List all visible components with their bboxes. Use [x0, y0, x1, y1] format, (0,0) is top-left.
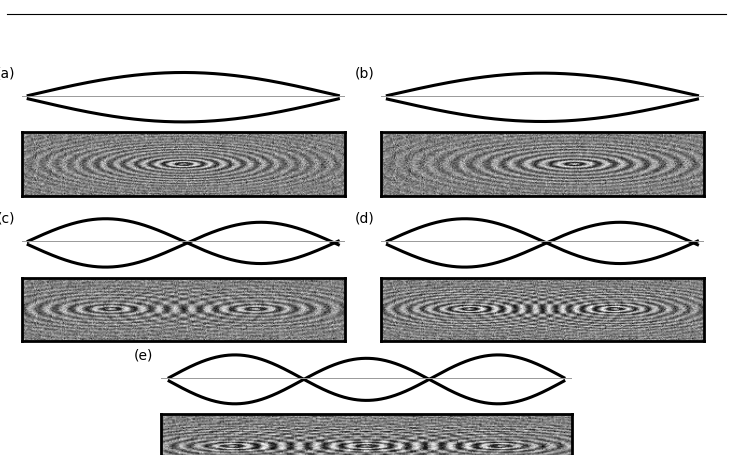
Text: (c): (c) — [0, 212, 15, 226]
Text: (d): (d) — [355, 212, 375, 226]
Text: (e): (e) — [133, 349, 153, 362]
Text: (a): (a) — [0, 66, 15, 80]
Text: (b): (b) — [355, 66, 375, 80]
